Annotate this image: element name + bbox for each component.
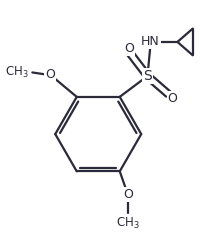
Text: O: O (168, 92, 177, 105)
Text: O: O (46, 68, 55, 81)
Text: methoxy: methoxy (46, 70, 52, 72)
Text: CH$_3$: CH$_3$ (116, 216, 140, 231)
Text: O: O (124, 42, 134, 55)
Text: HN: HN (141, 35, 160, 48)
Text: S: S (143, 69, 152, 83)
Text: CH$_3$: CH$_3$ (5, 65, 29, 80)
Text: O: O (123, 188, 133, 201)
